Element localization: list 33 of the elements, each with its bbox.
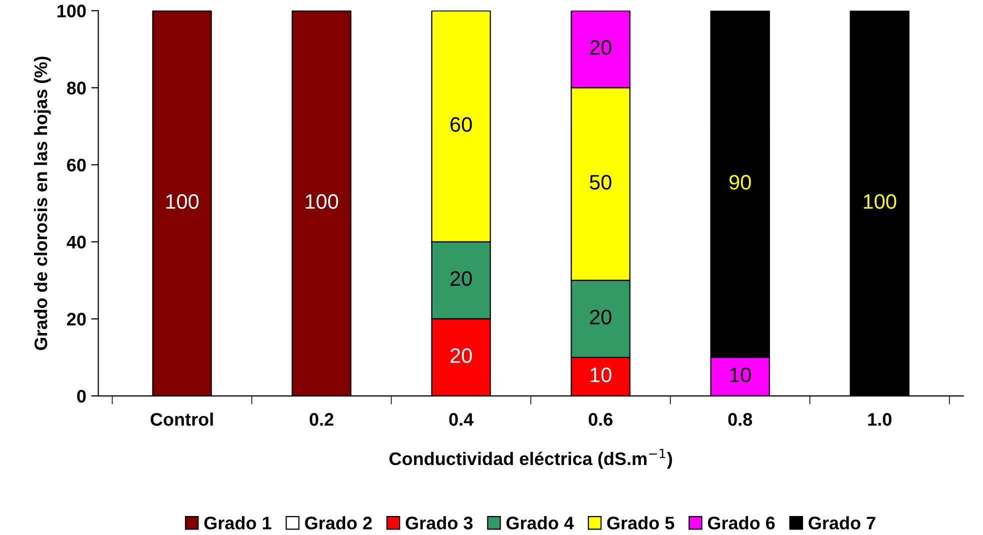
data-label: 100 [166, 194, 199, 209]
data-label: 10 [730, 367, 751, 382]
legend-label: Grado 2 [305, 516, 372, 530]
x-tick-label: 1.0 [868, 413, 892, 426]
y-tick-label: 60 [67, 158, 86, 172]
data-label: 50 [590, 174, 612, 190]
x-axis-title: Conductividad eléctrica (dS.m$^{−1}$) [389, 448, 672, 469]
x-tick-label: 0.6 [588, 413, 612, 426]
data-label: 90 [729, 174, 751, 190]
x-tick-label: 0.4 [449, 413, 474, 426]
y-tick-label: 0 [77, 390, 86, 403]
y-tick-label: 20 [67, 312, 86, 326]
y-tick-label: 100 [58, 4, 86, 18]
x-tick-label: Control [150, 412, 213, 426]
legend-label: Grado 3 [406, 516, 473, 530]
x-tick-label: 0.8 [728, 413, 752, 426]
x-tick-label: 0.2 [310, 413, 334, 426]
y-axis-title: Grado de clorosis en las hojas (%) [34, 56, 51, 350]
legend-label: Grado 5 [607, 516, 674, 530]
legend-label: Grado 1 [204, 516, 272, 530]
data-label: 100 [864, 194, 896, 209]
y-tick-label: 40 [66, 236, 86, 249]
data-label: 20 [590, 40, 612, 55]
data-label: 60 [450, 117, 472, 132]
data-label: 20 [450, 271, 472, 286]
data-label: 20 [590, 310, 612, 324]
y-tick-label: 80 [66, 82, 86, 94]
legend-label: Grado 4 [506, 516, 574, 530]
data-label: 10 [590, 367, 612, 382]
data-label: 100 [306, 194, 338, 209]
legend-label: Grado 7 [808, 516, 876, 530]
legend-label: Grado 6 [708, 516, 775, 530]
data-label: 20 [450, 348, 472, 363]
